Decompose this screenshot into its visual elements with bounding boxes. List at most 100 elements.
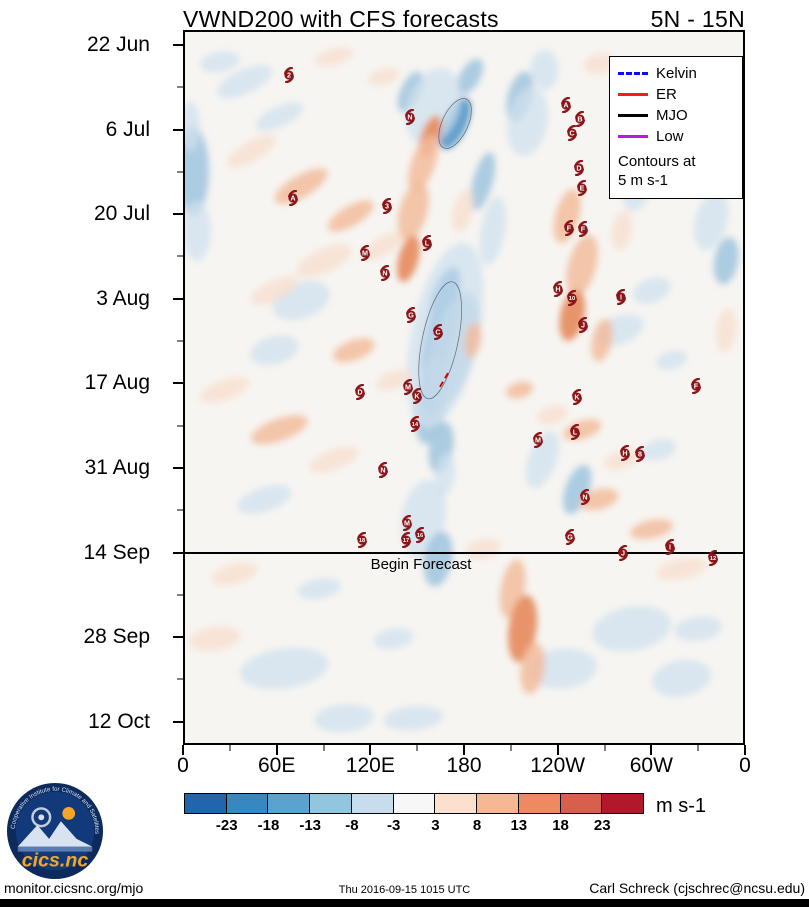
hurricane-icon: F [577,220,589,238]
svg-text:3: 3 [385,201,389,210]
hurricane-icon: H [619,444,631,462]
cyclone-marker: L [567,423,583,441]
logo-mountain-base [17,846,93,852]
svg-text:A: A [563,100,568,109]
y-axis-label: 17 Aug [84,371,150,395]
cyclone-marker: 14 [407,415,423,433]
cyclone-marker: M [399,514,415,532]
legend-note-line2: 5 m s-1 [618,172,669,189]
svg-text:N: N [582,492,587,501]
hurricane-icon: J [577,316,589,334]
legend-item: MJO [618,105,734,126]
hurricane-icon: N [579,488,591,506]
legend-item-label: Low [656,128,684,145]
svg-text:E: E [580,183,585,192]
colorbar-tick-label: -3 [386,817,401,834]
cyclone-marker: M [400,378,416,396]
colorbar-tick-label: -8 [345,817,359,834]
y-major-tick [173,551,183,554]
svg-text:H: H [622,448,627,457]
cyclone-marker: D [571,159,587,177]
cyclone-marker: M [357,244,373,262]
legend-item-label: ER [656,86,677,103]
logo-swirl-center [38,814,45,821]
svg-text:F: F [694,381,699,390]
hurricane-icon: 12 [707,549,719,567]
cyclone-marker: A [558,96,574,114]
logo-mountains-icon [17,821,93,847]
svg-text:12: 12 [710,556,716,562]
logo-sun-icon [62,806,76,820]
cyclone-marker: 16 [412,526,428,544]
colorbar [184,793,645,814]
y-axis-label: 3 Aug [96,286,150,310]
cyclone-marker: 18 [354,531,370,549]
cyclone-marker: H [617,444,633,462]
svg-text:F: F [581,224,586,233]
colorbar-segment [184,793,227,814]
svg-text:A: A [290,193,295,202]
colorbar-segment [559,793,603,814]
cyclone-marker: M [530,431,546,449]
hurricane-icon: F [563,219,575,237]
colorbar-segment [517,793,561,814]
plot-area: Kelvin ER MJO Low Contours at 5 m s-1 Begin… [183,30,745,745]
begin-forecast-label: Begin Forecast [370,556,472,574]
svg-text:10: 10 [569,296,575,302]
legend-line-swatch [618,135,648,138]
cyclone-marker: 10 [564,289,580,307]
cyclone-marker: I [662,538,678,556]
svg-text:17: 17 [403,538,409,544]
cyclone-marker: 2 [281,66,297,84]
chart-title: VWND200 with CFS forecasts 5N - 15N [183,6,745,33]
hurricane-icon: A [560,96,572,114]
svg-text:M: M [535,435,541,444]
colorbar-units: m s-1 [656,795,706,817]
y-major-tick [173,213,183,216]
legend-item-label: Kelvin [656,65,697,82]
cyclone-marker: H [550,280,566,298]
footer-credit: Carl Schreck (cjschrec@ncsu.edu) [589,880,805,896]
legend-note-line1: Contours at [618,153,696,170]
cyclone-marker: C [564,124,580,142]
footer-url: monitor.cicsnc.org/mjo [4,880,144,896]
x-minor-tick [416,745,418,751]
hurricane-icon: D [354,383,366,401]
cyclone-marker: F [688,377,704,395]
colorbar-segment [225,793,269,814]
cyclone-marker: G [403,306,419,324]
colorbar-tick-label: -13 [299,817,322,834]
svg-text:M: M [405,382,411,391]
hurricane-icon: 10 [566,289,578,307]
chart-title-main: VWND200 with CFS forecasts [183,6,499,32]
begin-forecast-line [185,552,743,555]
footer-timestamp: Thu 2016-09-15 1015 UTC [338,884,471,896]
x-axis-label: 120W [530,754,586,777]
hurricane-icon: I [615,288,627,306]
legend-rows: Kelvin ER MJO Low [618,63,734,147]
svg-text:G: G [567,532,573,541]
hurricane-icon: H [552,280,564,298]
cyclone-marker: N [377,264,393,282]
svg-text:N: N [382,268,387,277]
svg-text:G: G [408,310,414,319]
cyclone-marker: F [561,219,577,237]
colorbar-tick-label: 23 [593,817,611,834]
y-axis-label: 20 Jul [93,202,150,226]
cyclone-marker: J [615,544,631,562]
colorbar-segment [309,793,352,814]
chart-title-range: 5N - 15N [650,6,745,32]
hurricane-icon: M [532,431,544,449]
y-major-tick [173,297,183,300]
cyclone-marker: 8 [632,445,648,463]
hurricane-icon: F [690,377,702,395]
svg-text:B: B [577,114,582,123]
cyclone-marker: J [575,316,591,334]
x-axis-label: 0 [739,754,751,777]
cyclone-marker: F [575,220,591,238]
hurricane-icon: 8 [634,445,646,463]
colorbar-tick-label: 3 [431,817,440,834]
svg-text:N: N [407,112,412,121]
legend: Kelvin ER MJO Low Contours at 5 m s-1 [609,56,743,199]
